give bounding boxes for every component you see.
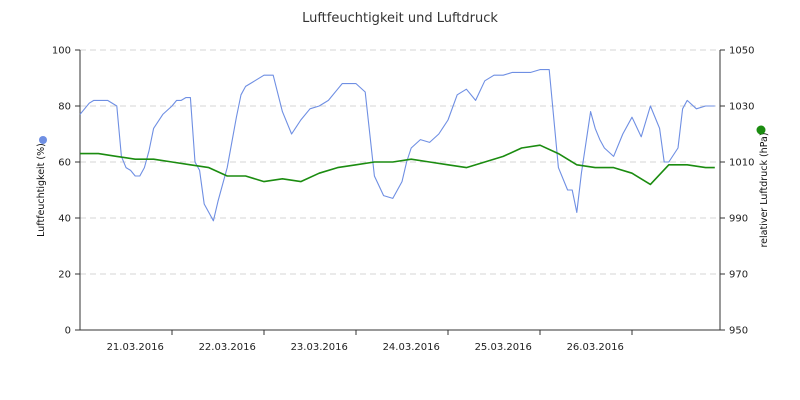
right-tick-label: 1030: [729, 102, 754, 113]
series-layer: [79, 69, 715, 222]
left-tick-label: 80: [58, 102, 71, 113]
chart-title: Luftfeuchtigkeit und Luftdruck: [302, 11, 498, 26]
x-tick-label: 23.03.2016: [291, 342, 348, 353]
x-tick-label: 26.03.2016: [567, 342, 624, 353]
right-tick-label: 970: [729, 270, 748, 281]
x-tick-label: 21.03.2016: [107, 342, 164, 353]
humidity-legend-marker: [39, 136, 47, 144]
humidity-series-line: [79, 69, 715, 222]
left-axis-ticks: 0 20 40 60 80 100: [52, 46, 80, 337]
gridlines: [80, 49, 720, 275]
x-tick-label: 22.03.2016: [199, 342, 256, 353]
axes: [79, 50, 721, 331]
left-tick-label: 40: [58, 214, 71, 225]
right-tick-label: 1010: [729, 158, 754, 169]
left-tick-label: 60: [58, 158, 71, 169]
right-axis-title: relativer Luftdruck (hPa): [759, 132, 770, 247]
left-tick-label: 100: [52, 46, 71, 57]
x-tick-label: 25.03.2016: [475, 342, 532, 353]
right-tick-label: 1050: [729, 46, 754, 57]
right-tick-label: 950: [729, 326, 748, 337]
x-tick-label: 24.03.2016: [383, 342, 440, 353]
left-tick-label: 20: [58, 270, 71, 281]
pressure-legend-marker: [756, 125, 766, 135]
pressure-series-line: [80, 144, 715, 186]
right-tick-label: 990: [729, 214, 748, 225]
left-axis-title: Luftfeuchtigkeit (%): [36, 143, 47, 237]
right-axis-ticks: 950 970 990 1010 1030 1050: [720, 46, 754, 337]
left-tick-label: 0: [65, 326, 71, 337]
x-axis-ticks: 21.03.2016 22.03.2016 23.03.2016 24.03.2016…: [107, 330, 633, 353]
